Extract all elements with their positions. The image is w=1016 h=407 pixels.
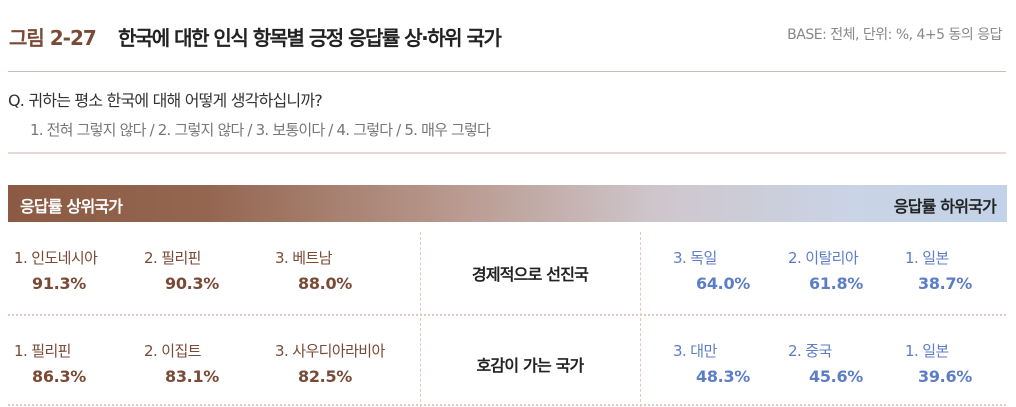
bottom-country-name: 3. 대만 bbox=[673, 342, 717, 360]
column-divider bbox=[640, 232, 641, 407]
bottom-country-value: 61.8% bbox=[809, 274, 864, 293]
figure-title: 한국에 대한 인식 항목별 긍정 응답률 상·하위 국가 bbox=[118, 26, 502, 50]
base-note: BASE: 전체, 단위: %, 4+5 동의 응답 bbox=[787, 27, 1002, 43]
bottom-country-name: 2. 중국 bbox=[788, 342, 832, 360]
top-country-name: 2. 이집트 bbox=[144, 342, 201, 360]
top-country-value: 82.5% bbox=[298, 367, 353, 386]
row-divider bbox=[8, 314, 1006, 316]
row-divider bbox=[8, 404, 1006, 406]
top-country-value: 86.3% bbox=[32, 367, 87, 386]
top-country-name: 2. 필리핀 bbox=[144, 249, 201, 267]
top-country-name: 3. 베트남 bbox=[275, 249, 332, 267]
top-country-value: 91.3% bbox=[32, 274, 87, 293]
bottom-country-name: 3. 독일 bbox=[673, 249, 717, 267]
bottom-country-value: 64.0% bbox=[696, 274, 751, 293]
bottom-country-value: 45.6% bbox=[809, 367, 864, 386]
bottom-country-value: 38.7% bbox=[918, 274, 973, 293]
divider bbox=[8, 71, 1006, 72]
top-country-value: 88.0% bbox=[298, 274, 353, 293]
top-country-value: 83.1% bbox=[165, 367, 220, 386]
divider bbox=[8, 152, 1006, 154]
top-country-value: 90.3% bbox=[165, 274, 220, 293]
category-label: 경제적으로 선진국 bbox=[471, 265, 589, 284]
bottom-country-value: 48.3% bbox=[696, 367, 751, 386]
header-banner bbox=[8, 185, 1007, 222]
column-divider bbox=[420, 232, 421, 407]
bottom-country-name: 2. 이탈리아 bbox=[788, 249, 859, 267]
top-country-name: 1. 필리핀 bbox=[14, 342, 71, 360]
top-country-name: 3. 사우디아라비아 bbox=[275, 342, 385, 360]
category-label: 호감이 가는 국가 bbox=[476, 356, 585, 375]
figure-label: 그림 2-27 bbox=[9, 26, 97, 50]
top-countries-label: 응답률 상위국가 bbox=[20, 197, 123, 216]
bottom-country-name: 1. 일본 bbox=[905, 342, 949, 360]
top-country-name: 1. 인도네시아 bbox=[14, 249, 98, 267]
question-text: Q. 귀하는 평소 한국에 대해 어떻게 생각하십니까? bbox=[8, 91, 323, 110]
bottom-country-value: 39.6% bbox=[918, 367, 973, 386]
bottom-country-name: 1. 일본 bbox=[905, 249, 949, 267]
bottom-countries-label: 응답률 하위국가 bbox=[893, 197, 997, 216]
answer-options: 1. 전혀 그렇지 않다 / 2. 그렇지 않다 / 3. 보통이다 / 4. … bbox=[30, 121, 491, 139]
